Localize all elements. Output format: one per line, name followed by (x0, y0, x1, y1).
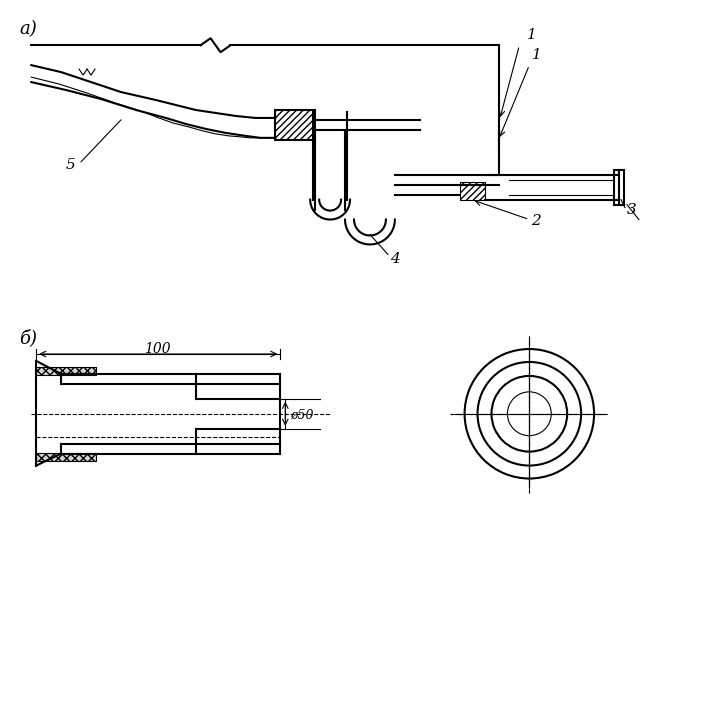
Text: 3: 3 (627, 203, 637, 216)
Bar (275, 110, 315, 140)
Text: 100: 100 (144, 342, 171, 356)
Bar (36, 452, 96, 461)
Text: 4: 4 (390, 252, 400, 267)
Text: 2: 2 (531, 213, 541, 228)
Text: 1: 1 (527, 28, 537, 43)
Text: б): б) (19, 329, 37, 347)
Text: 5: 5 (66, 157, 76, 172)
Bar (36, 367, 96, 375)
Text: 1: 1 (532, 48, 542, 62)
Text: а): а) (19, 21, 37, 38)
Text: ø50: ø50 (290, 408, 314, 421)
Bar (460, 182, 485, 200)
